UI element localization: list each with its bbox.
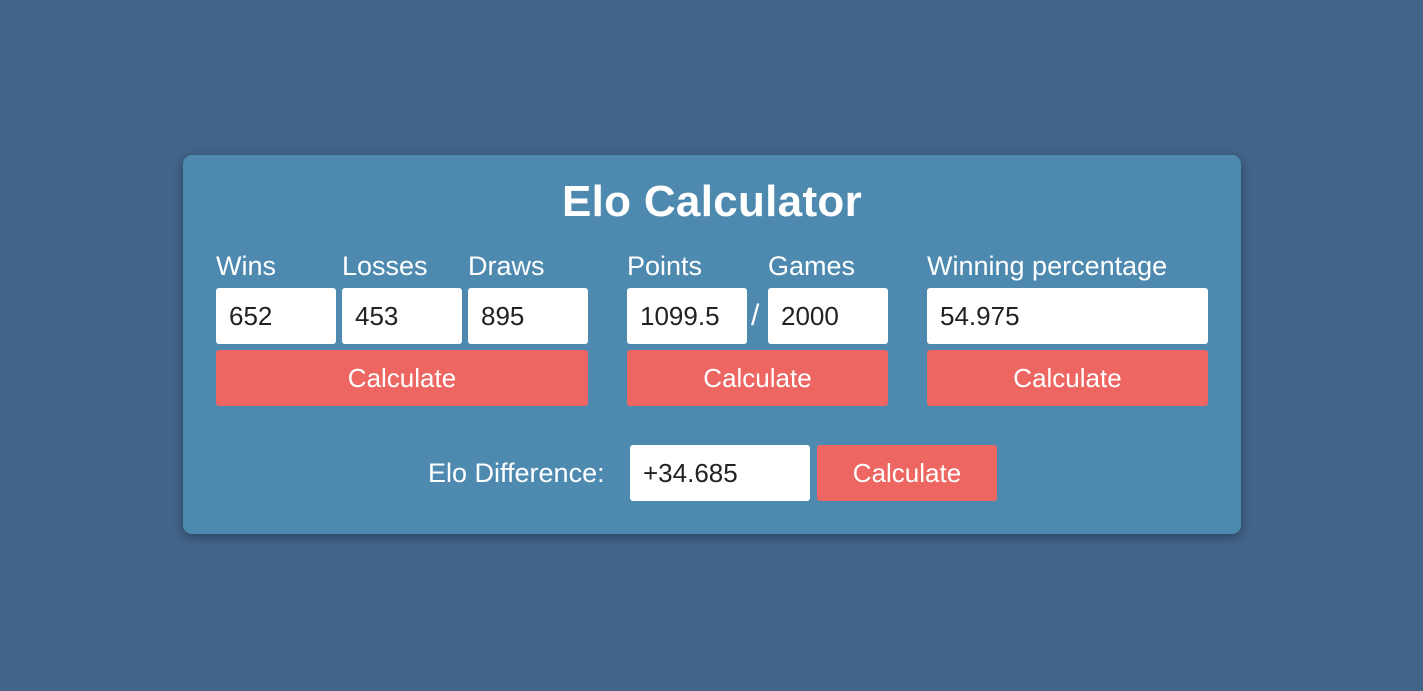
points-label: Points [627,251,703,281]
calculate-from-percentage-button[interactable]: Calculate [927,350,1208,406]
points-input[interactable] [627,288,747,344]
games-input[interactable] [768,288,888,344]
elo-difference-label: Elo Difference: [428,458,605,488]
wins-label: Wins [216,251,276,281]
calculate-from-wld-button[interactable]: Calculate [216,350,588,406]
losses-input[interactable] [342,288,462,344]
games-label: Games [768,251,856,281]
winning-percentage-label: Winning percentage [927,251,1168,281]
calculate-from-points-button[interactable]: Calculate [627,350,888,406]
elo-calculator-card: Elo Calculator Wins Losses Draws Calcula… [183,155,1241,534]
points-games-separator: / [751,299,760,332]
winning-percentage-input[interactable] [927,288,1208,344]
page-title: Elo Calculator [561,177,863,226]
elo-difference-input[interactable] [630,445,810,501]
losses-label: Losses [342,251,428,281]
calculate-from-elo-button[interactable]: Calculate [817,445,997,501]
draws-label: Draws [468,251,545,281]
wins-input[interactable] [216,288,336,344]
draws-input[interactable] [468,288,588,344]
